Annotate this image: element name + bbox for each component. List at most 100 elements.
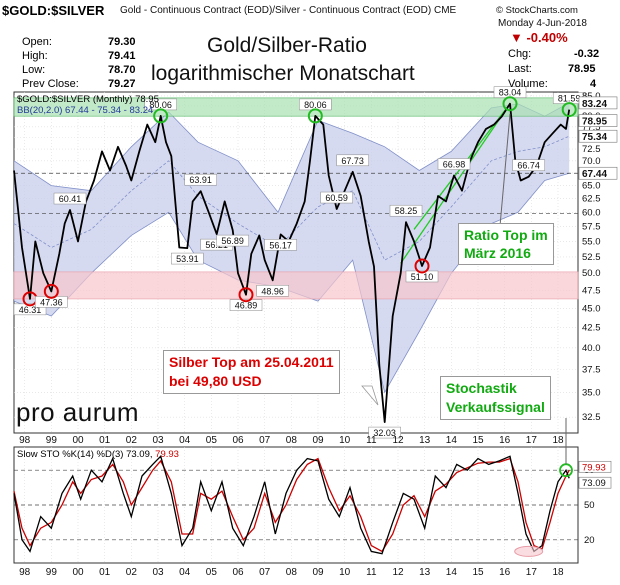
x-tick-label: 07 xyxy=(259,435,271,446)
change-percent: ▼ -0.40% xyxy=(510,30,568,45)
data-label: 32.03 xyxy=(373,428,396,438)
red-marker xyxy=(238,287,254,303)
x-tick-label: 01 xyxy=(99,435,111,446)
x-tick-label: 02 xyxy=(126,435,138,446)
data-label-box xyxy=(264,239,297,251)
chg-label: Chg: xyxy=(508,48,532,60)
data-label: 81.59 xyxy=(558,94,581,104)
x-tick-label-bottom: 08 xyxy=(286,567,298,578)
data-label: 53.91 xyxy=(176,254,199,264)
prevclose-value: 79.27 xyxy=(108,78,136,90)
annotation-arrows xyxy=(361,113,567,465)
data-label-box xyxy=(389,204,423,217)
y-tick-label: 62.5 xyxy=(582,194,601,205)
contract-description: Gold - Continuous Contract (EOD)/Silver … xyxy=(120,5,457,16)
data-label-box xyxy=(512,159,545,171)
green-marker xyxy=(153,108,169,124)
y-tick-label: 45.0 xyxy=(582,303,601,314)
data-label: 66.98 xyxy=(443,160,466,170)
low-label: Low: xyxy=(22,64,46,76)
ratio-top-annotation: Ratio Top im März 2016 xyxy=(458,223,554,265)
y-value-box xyxy=(578,166,618,180)
x-tick-label-bottom: 99 xyxy=(46,567,58,578)
stoch-y-tick: 50 xyxy=(584,500,595,511)
x-tick-label-bottom: 11 xyxy=(366,567,377,578)
data-label: 46.89 xyxy=(235,301,258,311)
high-value: 79.41 xyxy=(108,50,136,62)
x-tick-label-bottom: 09 xyxy=(312,567,324,578)
stoch-value-label: 73.09 xyxy=(582,478,606,489)
x-tick-label: 11 xyxy=(366,435,377,446)
green-marker xyxy=(502,96,518,112)
data-label-box xyxy=(171,252,204,265)
data-label: 66.74 xyxy=(517,161,540,171)
data-label-box xyxy=(437,158,471,170)
data-label: 51.10 xyxy=(411,272,434,282)
x-tick-label: 06 xyxy=(232,435,244,446)
silber-top-pointer xyxy=(361,385,379,406)
x-tick-label: 98 xyxy=(19,435,31,446)
red-marker xyxy=(414,258,430,274)
y-tick-label: 57.5 xyxy=(582,222,601,233)
data-label: 67.73 xyxy=(341,156,364,166)
data-label: 47.36 xyxy=(40,297,63,307)
x-tick-label: 05 xyxy=(206,435,218,446)
trend-line-lower xyxy=(400,103,511,264)
y-tick-label: 60.0 xyxy=(582,207,601,218)
data-label-box xyxy=(13,303,47,316)
zone-red xyxy=(13,271,579,300)
data-label-box xyxy=(53,192,87,205)
price-line xyxy=(13,102,571,424)
data-label: 58.25 xyxy=(395,206,418,216)
chart-title-line2: logarithmischer Monatschart xyxy=(151,62,415,85)
data-label: 63.91 xyxy=(189,175,212,185)
x-tick-label: 15 xyxy=(472,435,484,446)
x-tick-label-bottom: 12 xyxy=(392,567,404,578)
data-label-box xyxy=(229,299,263,311)
source-credit: © StockCharts.com xyxy=(496,5,578,16)
x-tick-label: 14 xyxy=(446,435,458,446)
x-tick-label: 17 xyxy=(526,435,538,446)
date-label: Monday 4-Jun-2018 xyxy=(498,18,587,29)
y-value-label: 67.44 xyxy=(582,169,607,180)
y-tick-label: 52.5 xyxy=(582,252,601,263)
y-value-box xyxy=(578,96,618,110)
stoch-value-box xyxy=(578,476,612,489)
data-label-box xyxy=(256,285,289,297)
legend-main: $GOLD:$SILVER (Monthly) 78.95 xyxy=(17,94,159,105)
x-tick-label-bottom: 00 xyxy=(72,567,84,578)
x-tick-label: 03 xyxy=(152,435,164,446)
y-tick-label: 37.5 xyxy=(582,364,601,375)
y-value-label: 78.95 xyxy=(582,117,607,128)
price-series xyxy=(13,102,571,424)
x-tick-label: 00 xyxy=(72,435,84,446)
x-tick-label-bottom: 16 xyxy=(499,567,511,578)
data-label-box xyxy=(320,191,353,204)
x-tick-label-bottom: 02 xyxy=(126,567,138,578)
stoch-value-label: 79.93 xyxy=(582,462,606,473)
y-tick-label: 40.0 xyxy=(582,343,601,354)
data-label: 80.06 xyxy=(149,100,172,110)
data-label-box xyxy=(216,234,249,247)
stoch-legend: Slow STO %K(14) %D(3) 73.09, 79.93 xyxy=(17,449,179,460)
x-tick-label-bottom: 15 xyxy=(472,567,484,578)
x-tick-label-bottom: 18 xyxy=(552,567,564,578)
data-label-box xyxy=(368,426,401,439)
green-marker xyxy=(561,102,577,118)
data-label: 48.96 xyxy=(261,286,284,296)
pro-aurum-logo: pro aurum xyxy=(16,397,139,427)
low-value: 78.70 xyxy=(108,64,136,76)
x-tick-label: 18 xyxy=(552,435,564,446)
green-marker xyxy=(307,108,323,124)
x-tick-label: 99 xyxy=(46,435,58,446)
x-tick-label-bottom: 07 xyxy=(259,567,271,578)
data-label: 60.59 xyxy=(325,193,348,203)
y-value-box xyxy=(578,114,618,127)
x-axis-labels: 98 98 99 99 00 00 01 01 02 02 03 03 04 04 05 05 06 06 07 07… xyxy=(19,435,564,578)
x-tick-label-bottom: 13 xyxy=(419,567,431,578)
stoch-legend-k: Slow STO %K(14) %D(3) 73.09, xyxy=(17,449,153,460)
y-axis-right: 32.5 35.0 37.5 40.0 42.5 45.0 47.5 50.0 52.5 55.0… xyxy=(578,91,618,423)
reference-lines xyxy=(14,172,578,214)
x-tick-label-bottom: 01 xyxy=(99,567,111,578)
stoch-legend-d: 79.93 xyxy=(155,449,179,460)
